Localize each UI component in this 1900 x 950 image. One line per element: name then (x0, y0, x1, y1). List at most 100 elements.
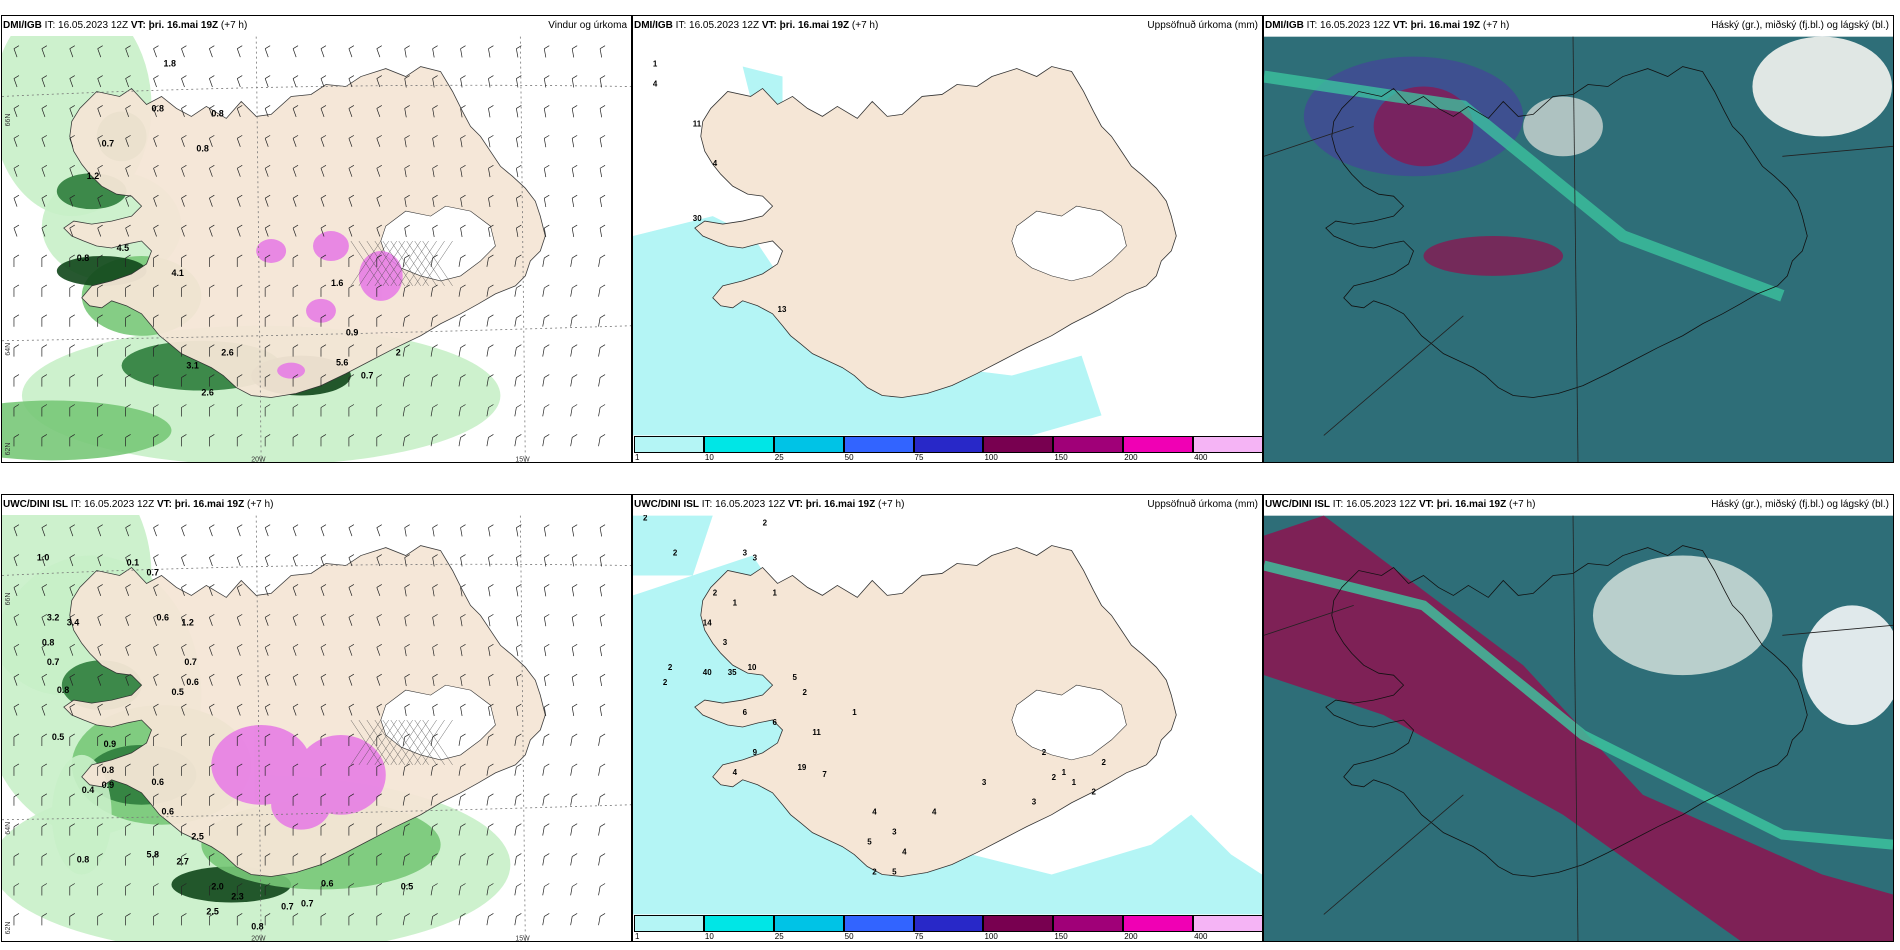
wind-barb-flag (292, 284, 299, 289)
wind-barb-flag (125, 584, 131, 588)
graticule (2, 515, 631, 941)
hatching (350, 240, 453, 286)
wind-barb (430, 856, 433, 866)
wind-barb-flag (97, 913, 103, 917)
wind-barb-flag (516, 284, 522, 289)
wind-barb-flag (13, 45, 20, 49)
wind-barb-flag (209, 314, 215, 319)
wind-barb-flag (153, 614, 159, 618)
wind-barb-flag (209, 673, 215, 678)
accum-value: 4 (932, 808, 937, 817)
wind-barb-flag (181, 524, 187, 528)
wind-barb (41, 168, 46, 177)
wind-barb-flag (69, 853, 75, 857)
land (63, 545, 546, 877)
wind-barb-flag (13, 703, 20, 708)
wind-barb (348, 198, 353, 207)
wind-barb (292, 168, 297, 177)
wind-barb-flag (69, 643, 75, 648)
wind-barb (514, 856, 517, 866)
wind-barb-flag (292, 224, 299, 229)
wind-barb-flag (292, 45, 299, 49)
map-accum-dmi: 1 4 11 4 30 13 (633, 36, 1262, 436)
wind-barb (514, 377, 517, 387)
wind-barb (404, 138, 407, 148)
wind-barb (514, 287, 517, 297)
wind-barb-flag (460, 703, 466, 708)
wind-barb-flag (516, 105, 522, 109)
colorbar-swatch (773, 915, 844, 932)
valid-time: þri. 16.mai 19Z (148, 20, 219, 31)
wind-barb-flag (13, 164, 20, 169)
wind-barb (599, 677, 602, 687)
valid-time: þri. 16.mai 19Z (1410, 20, 1481, 31)
wind-barb-flag (488, 344, 494, 348)
wind-barb (376, 557, 381, 567)
wind-barb (486, 796, 489, 806)
hatch-line (414, 719, 445, 765)
wind-barb (514, 407, 517, 417)
wind-barb-flag (237, 254, 243, 259)
wind-barb (292, 138, 297, 147)
wind-barb (376, 647, 381, 656)
wind-barb (97, 227, 102, 237)
accum-value: 3 (1032, 798, 1037, 807)
wind-barb-flag (572, 374, 578, 378)
wind-barb-flag (460, 823, 466, 827)
wind-barb (69, 557, 74, 567)
wind-barb-flag (292, 434, 299, 438)
wind-barb-flag (320, 164, 327, 169)
wind-barb-flag (237, 763, 243, 768)
wind-barb (320, 48, 325, 58)
wind-barb-flag (376, 45, 382, 49)
wind-barb-flag (599, 913, 606, 917)
wind-barb-flag (320, 105, 327, 109)
wind-barb (458, 886, 461, 896)
wind-barb-flag (237, 883, 243, 887)
wind-barb-flag (69, 194, 75, 199)
wind-barb-flag (572, 524, 578, 528)
wind-barb (571, 198, 575, 208)
coastline (1325, 66, 1808, 398)
wind-barb (376, 168, 381, 177)
wind-barb-flag (237, 45, 243, 49)
wind-barb (430, 916, 433, 926)
wind-barb (404, 587, 407, 597)
wind-barb-flag (97, 823, 103, 827)
wind-barb-flag (181, 75, 187, 79)
lon-label: 20W (251, 935, 266, 942)
wind-barb-flag (181, 584, 187, 588)
wind-barb (402, 257, 406, 267)
wind-barb (13, 527, 18, 537)
wind-barb-flag (348, 733, 355, 738)
wind-barb-flag (348, 344, 355, 348)
wind-barb-flag (153, 434, 159, 438)
precip-value: 0.8 (211, 108, 223, 118)
wind-barb (69, 138, 74, 147)
wind-barb (125, 557, 130, 567)
wind-barb (320, 227, 325, 237)
wind-barb (125, 587, 130, 596)
wind-barb-flag (153, 254, 159, 259)
wind-barb (97, 138, 102, 147)
wind-barb-flag (153, 105, 159, 109)
wind-barb-flag (320, 643, 327, 648)
wind-barb-flag (460, 314, 466, 319)
wind-barb (264, 78, 269, 88)
wind-barb (181, 587, 185, 596)
wind-barb-flag (69, 344, 75, 348)
precip-value: 0.1 (127, 558, 139, 568)
precip-value: 1.6 (331, 278, 343, 288)
wind-barb-flag (125, 404, 131, 408)
wind-barb (376, 527, 381, 537)
wind-barb-flag (97, 643, 103, 648)
lead-time: (+7 h) (851, 20, 879, 31)
colorbar: 1 10 25 50 75 100 150 200 400 (633, 913, 1262, 941)
wind-barb-flag (348, 614, 355, 618)
wind-barb-flag (516, 793, 522, 798)
wind-barb-flag (181, 284, 187, 289)
wind-barb-flag (209, 703, 215, 708)
wind-barb-flag (292, 703, 299, 708)
wind-barb (376, 108, 381, 117)
wind-barb-flag (264, 554, 271, 558)
